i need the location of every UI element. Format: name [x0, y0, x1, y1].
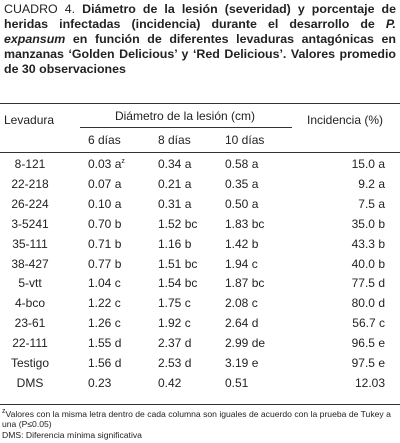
bottom-rule [0, 404, 400, 405]
table-cell: 1.55 d [88, 336, 122, 351]
table-cell: 0.51 [225, 375, 249, 390]
table-cell: 1.92 c [158, 316, 191, 331]
header-rule [0, 152, 400, 153]
caption-text: en función de diferentes levaduras antag… [4, 32, 396, 76]
table-cell: 0.70 b [88, 216, 122, 231]
footnote: zValores con la misma letra dentro de ca… [2, 407, 398, 429]
table-cell: 0.42 [158, 375, 182, 390]
table-cell: 0.10 a [88, 196, 122, 211]
footnote-text: Valores con la misma letra dentro de cad… [2, 408, 391, 429]
table-cell: 1.26 c [88, 316, 121, 331]
row-label: Testigo [10, 356, 50, 370]
table-cell: 1.16 b [158, 236, 192, 251]
table-cell: 1.52 bc [158, 216, 198, 231]
row-label: 5-vtt [18, 276, 42, 291]
table-cell: 97.5 e [351, 356, 385, 370]
row-label: 26-224 [11, 196, 49, 211]
row-label: 3-5241 [11, 216, 49, 231]
table-cell: 2.37 d [158, 336, 192, 351]
table-cell: 1.56 d [88, 356, 122, 370]
table-cell: 1.75 c [158, 296, 191, 311]
table-cell: 35.0 b [351, 216, 385, 231]
table-cell: 1.42 b [225, 236, 259, 251]
table-cell: 12.03 [354, 375, 385, 390]
table-cell: 0.07 a [88, 176, 122, 191]
table-cell: 0.34 a [158, 157, 192, 171]
row-label: 22-111 [12, 336, 48, 351]
table-cell: 77.5 d [351, 276, 385, 291]
table-cell: 1.87 bc [225, 276, 265, 291]
header-group: Diámetro de la lesión (cm) [114, 109, 256, 123]
table-cell: 0.35 a [225, 176, 259, 191]
table-cell: 2.53 d [158, 356, 192, 370]
table-cell: 0.58 a [225, 157, 259, 171]
top-rule [0, 103, 400, 104]
subheader-cell: 8 días [158, 133, 191, 147]
row-label: 35-111 [12, 236, 48, 251]
caption-label: CUADRO 4. [4, 2, 76, 16]
table-cell: 2.08 c [225, 296, 258, 311]
table-cell: 56.7 c [352, 316, 385, 331]
row-label: 4-bco [14, 296, 46, 311]
table-cell: 0.23 [88, 375, 112, 390]
table-cell: 15.0 a [351, 157, 385, 171]
caption: CUADRO 4. Diámetro de la lesión (severid… [4, 2, 396, 77]
subheader-cell: 6 días [88, 133, 121, 147]
table-cell: 2.99 de [225, 336, 266, 351]
table-cell: 0.71 b [88, 236, 122, 251]
row-label: 22-218 [11, 176, 49, 191]
table-cell: 1.54 bc [158, 276, 198, 291]
table-cell: 1.83 bc [225, 216, 265, 231]
table-cell: 1.94 c [225, 256, 258, 271]
table-cell: 40.0 b [351, 256, 385, 271]
row-label: 8-121 [14, 157, 46, 171]
header-cell: Incidencia (%) [306, 113, 384, 127]
table-cell: 96.5 e [351, 336, 385, 351]
table-cell: 1.22 c [88, 296, 121, 311]
table-cell: 0.31 a [158, 196, 192, 211]
table-cell: 7.5 a [358, 196, 385, 211]
note-mark: z [2, 408, 6, 415]
table-cell: 0.03 az [88, 157, 125, 171]
table-cell: 1.51 bc [158, 256, 198, 271]
caption-text: Diámetro de la lesión (severidad) y porc… [4, 2, 396, 31]
table-cell: 1.04 c [88, 276, 121, 291]
table-cell: 43.3 b [351, 236, 385, 251]
row-label: DMS [16, 375, 44, 390]
footnote: DMS: Diferencia mínima significativa [2, 430, 142, 440]
caption-species: P. expansum [4, 17, 396, 46]
table-cell: 0.21 a [158, 176, 192, 191]
table-cell: 9.2 a [358, 176, 385, 191]
table-cell: 3.19 e [225, 356, 259, 370]
table-cell: 2.64 d [225, 316, 259, 331]
row-label: 23-61 [14, 316, 46, 331]
header-cell: Levadura [4, 113, 55, 127]
table-cell: 80.0 d [351, 296, 385, 311]
table-cell: 0.77 b [88, 256, 122, 271]
row-label: 38-427 [11, 256, 49, 271]
group-rule [80, 127, 292, 128]
table-cell: 0.50 a [225, 196, 259, 211]
subheader-cell: 10 días [225, 133, 265, 147]
note-mark: z [121, 158, 125, 165]
